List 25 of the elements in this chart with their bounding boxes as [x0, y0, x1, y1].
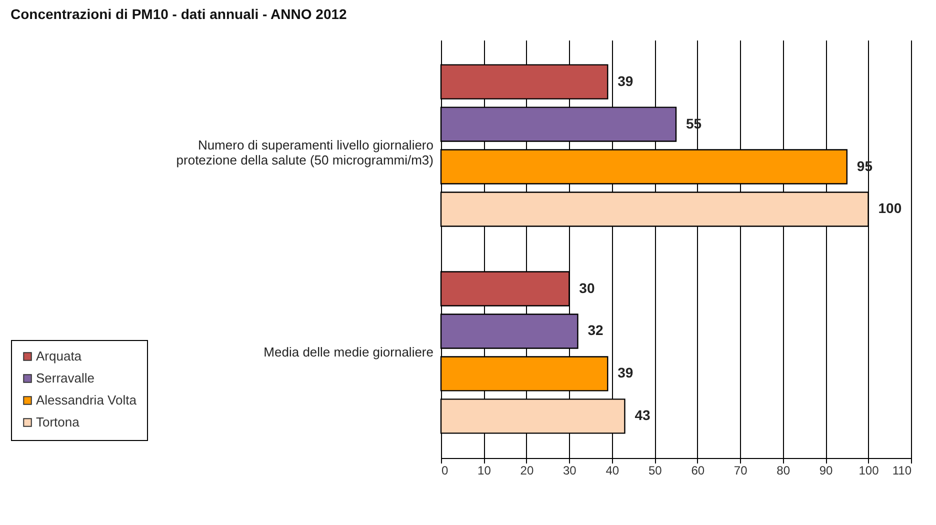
- x-tick-label: 50: [648, 464, 662, 478]
- x-tick-label: 10: [478, 464, 492, 478]
- x-tick-label: 0: [442, 464, 448, 478]
- data-label: 32: [588, 322, 604, 338]
- legend-label: Alessandria Volta: [36, 392, 138, 408]
- data-label: 39: [618, 72, 634, 89]
- data-label: 100: [878, 200, 902, 216]
- data-label: 30: [579, 280, 595, 296]
- y-tick-label: Numero di superamenti livello giornaliero protezione della salute (50 microgrammi/m3): [176, 138, 434, 168]
- x-tick-label: 70: [734, 464, 748, 478]
- x-tick-label: 90: [819, 464, 834, 478]
- y-tick-label: Media delle medie giornaliere: [264, 344, 434, 360]
- legend-label: Arquata: [36, 348, 82, 364]
- x-tick-label: 60: [691, 464, 705, 478]
- data-label: 39: [618, 364, 634, 381]
- x-tick-label: 100: [858, 464, 880, 478]
- text: Concentrazioni di PM10 - dati annuali - ANNO 2012: [10, 6, 348, 22]
- x-tick-label: 110: [892, 464, 912, 478]
- x-tick-label: 40: [606, 464, 620, 478]
- data-label: 43: [634, 407, 651, 424]
- legend-label: Serravalle: [36, 370, 95, 386]
- x-tick-label: 80: [776, 464, 790, 478]
- x-tick-label: 20: [520, 464, 534, 478]
- legend-label: Tortona: [36, 414, 80, 430]
- x-tick-label: 30: [563, 464, 577, 478]
